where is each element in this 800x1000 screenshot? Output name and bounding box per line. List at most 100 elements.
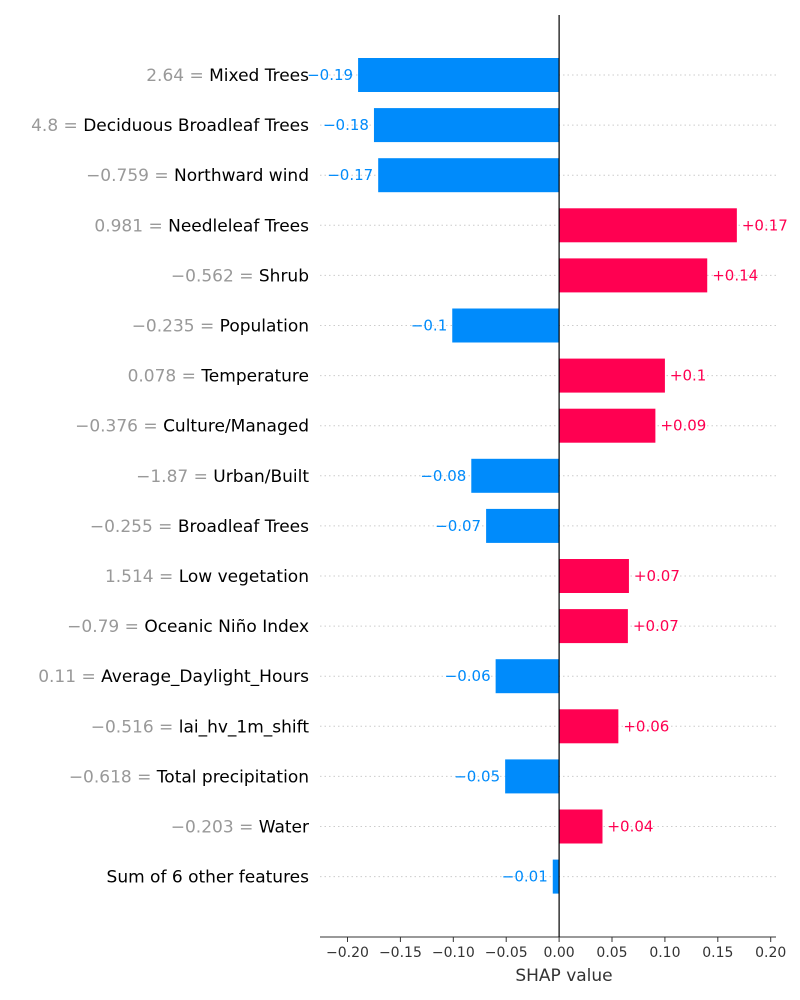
shap-bar	[559, 258, 708, 293]
feature-label: Sum of 6 other features	[107, 868, 310, 888]
x-axis-title: SHAP value	[515, 966, 612, 986]
x-axis: SHAP value −0.20 −0.15 −0.10 −0.05 0.00 0.05 0…	[320, 15, 786, 986]
feature-value: −0.203	[171, 818, 234, 838]
feature-label: 0.078 = Temperature	[128, 367, 309, 387]
bar-value-label: +0.04	[607, 818, 653, 836]
shap-bar	[559, 809, 603, 844]
equals-sign: =	[132, 767, 157, 787]
bar-value-label: −0.01	[502, 868, 548, 886]
feature-value: −0.235	[132, 317, 195, 337]
feature-value: 0.078	[128, 367, 177, 387]
feature-name: Sum of 6 other features	[107, 868, 310, 888]
bar-value-label: −0.08	[420, 467, 466, 485]
feature-label: −0.203 = Water	[171, 818, 309, 838]
feature-value: 4.8	[31, 116, 58, 136]
bar-value-label: −0.17	[327, 166, 373, 184]
feature-name: Water	[259, 818, 309, 838]
shap-bar	[495, 659, 560, 694]
shap-bar	[559, 408, 656, 443]
shap-bar	[552, 859, 560, 894]
shap-bar	[505, 759, 560, 794]
bar-value-label: +0.09	[660, 417, 706, 435]
bar-value-label: +0.17	[742, 216, 788, 234]
equals-sign: =	[195, 317, 220, 337]
shap-bar	[358, 58, 560, 92]
equals-sign: =	[138, 417, 163, 437]
x-tick-label: −0.20	[326, 945, 369, 961]
feature-value: 2.64	[146, 66, 184, 86]
feature-label: −0.376 = Culture/Managed	[75, 417, 309, 437]
bar-value-label: +0.07	[634, 567, 680, 585]
equals-sign: =	[176, 367, 201, 387]
bar-value-label: −0.07	[435, 517, 481, 535]
bar-value-label: −0.05	[454, 767, 500, 785]
shap-bar	[559, 559, 629, 593]
x-tick-label: 0.00	[544, 945, 575, 961]
feature-value: 1.514	[105, 567, 154, 587]
feature-name: Culture/Managed	[163, 417, 309, 437]
feature-label: 0.11 = Average_Daylight_Hours	[38, 667, 309, 687]
feature-value: −1.87	[136, 467, 188, 487]
x-tick-label: 0.20	[755, 945, 786, 961]
feature-label: −1.87 = Urban/Built	[136, 467, 309, 487]
feature-label: −0.79 = Oceanic Niño Index	[67, 617, 309, 637]
feature-label: −0.235 = Population	[132, 317, 309, 337]
bars	[358, 58, 737, 894]
shap-bar	[559, 709, 619, 744]
feature-label: −0.562 = Shrub	[171, 266, 309, 286]
shap-bar	[486, 508, 560, 543]
equals-sign: =	[234, 818, 259, 838]
feature-label: 1.514 = Low vegetation	[105, 567, 309, 587]
feature-name: Population	[220, 317, 309, 337]
feature-name: Broadleaf Trees	[178, 517, 309, 537]
x-tick-label: 0.15	[702, 945, 733, 961]
feature-value: 0.11	[38, 667, 76, 687]
feature-name: Deciduous Broadleaf Trees	[83, 116, 309, 136]
feature-label: 0.981 = Needleleaf Trees	[94, 216, 309, 236]
equals-sign: =	[119, 617, 144, 637]
shap-bar	[378, 158, 560, 193]
feature-name: lai_hv_1m_shift	[179, 717, 310, 737]
equals-sign: =	[153, 517, 178, 537]
feature-name: Total precipitation	[156, 767, 309, 787]
feature-name: Northward wind	[174, 166, 309, 186]
feature-name: Temperature	[200, 367, 309, 387]
shap-bar	[452, 308, 560, 343]
feature-label: 2.64 = Mixed Trees	[146, 66, 309, 86]
equals-sign: =	[184, 66, 209, 86]
feature-name: Shrub	[259, 266, 309, 286]
equals-sign: =	[234, 266, 259, 286]
x-tick-label: −0.15	[379, 945, 422, 961]
feature-label: −0.618 = Total precipitation	[69, 767, 309, 787]
x-tick-label: 0.10	[649, 945, 680, 961]
feature-label: 4.8 = Deciduous Broadleaf Trees	[31, 116, 309, 136]
shap-bar	[373, 108, 560, 143]
feature-value: −0.618	[69, 767, 132, 787]
equals-sign: =	[154, 717, 179, 737]
x-tick-label: −0.05	[485, 945, 528, 961]
equals-sign: =	[58, 116, 83, 136]
feature-value: −0.376	[75, 417, 138, 437]
equals-sign: =	[154, 567, 179, 587]
equals-sign: =	[76, 667, 101, 687]
bar-value-label: −0.06	[445, 667, 491, 685]
x-tick-label: 0.05	[596, 945, 627, 961]
shap-bar	[471, 458, 560, 493]
feature-value: −0.255	[90, 517, 153, 537]
feature-label: −0.255 = Broadleaf Trees	[90, 517, 309, 537]
bar-value-label: −0.1	[411, 317, 447, 335]
feature-labels: −0.192.64 = Mixed Trees−0.184.8 = Decidu…	[31, 66, 788, 888]
shap-bar	[559, 208, 737, 243]
bar-value-label: +0.14	[712, 266, 758, 284]
feature-name: Oceanic Niño Index	[144, 617, 309, 637]
feature-value: 0.981	[94, 216, 143, 236]
feature-name: Average_Daylight_Hours	[101, 667, 309, 687]
feature-label: −0.759 = Northward wind	[86, 166, 309, 186]
feature-label: −0.516 = lai_hv_1m_shift	[91, 717, 310, 737]
x-tick-label: −0.10	[432, 945, 475, 961]
feature-name: Urban/Built	[213, 467, 309, 487]
equals-sign: =	[149, 166, 174, 186]
feature-value: −0.759	[86, 166, 149, 186]
feature-value: −0.562	[171, 266, 234, 286]
